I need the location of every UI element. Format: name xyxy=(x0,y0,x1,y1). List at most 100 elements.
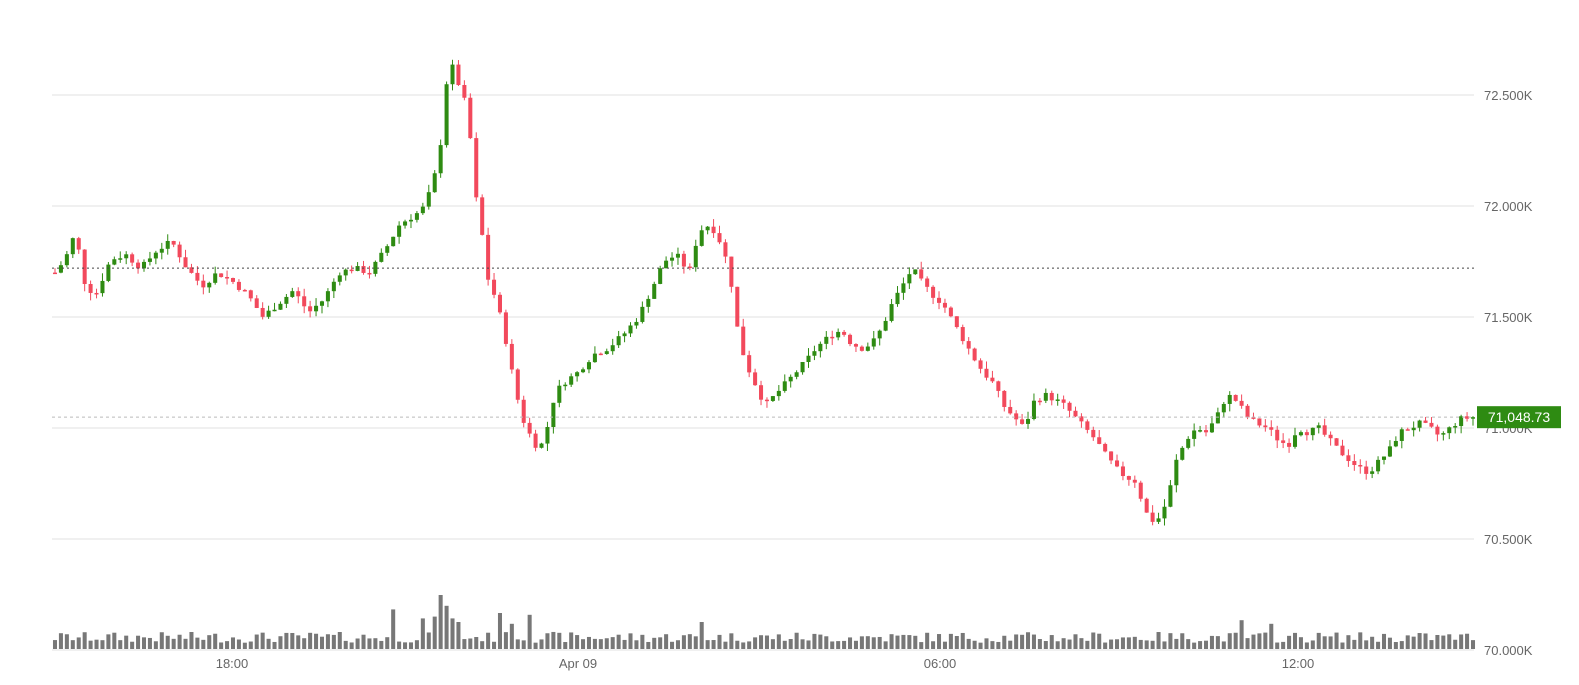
volume-bar xyxy=(1162,641,1167,649)
volume-bar xyxy=(1447,634,1452,649)
volume-bar xyxy=(130,641,135,649)
volume-bar xyxy=(438,595,443,649)
candle-body xyxy=(254,298,259,308)
candle-body xyxy=(1150,512,1155,522)
volume-bar xyxy=(177,634,182,649)
volume-bar xyxy=(1002,635,1007,649)
candle-body xyxy=(159,248,164,253)
volume-bar xyxy=(432,616,437,649)
candle-body xyxy=(1014,413,1019,420)
candle-body xyxy=(1269,427,1274,430)
candle-body xyxy=(1067,402,1072,411)
candle-body xyxy=(545,427,550,444)
volume-bar xyxy=(1287,635,1292,649)
candle-body xyxy=(319,301,325,306)
candle-body xyxy=(414,213,419,220)
volume-bar xyxy=(1263,632,1268,649)
candle-body xyxy=(521,399,526,423)
volume-bar xyxy=(1399,641,1404,649)
volume-bar xyxy=(1275,642,1280,649)
volume-bar xyxy=(1316,632,1321,649)
volume-bar xyxy=(462,639,467,649)
volume-bar xyxy=(509,623,514,649)
candle-body xyxy=(456,64,461,85)
candle-body xyxy=(972,348,977,361)
volume-bar xyxy=(830,641,835,649)
candle-body xyxy=(759,385,764,400)
candle-body xyxy=(931,286,936,298)
candle-body xyxy=(1275,429,1280,441)
volume-bar xyxy=(230,637,236,649)
volume-bar xyxy=(1387,637,1392,649)
candle-body xyxy=(432,173,437,193)
volume-bar xyxy=(1376,641,1381,649)
candle-body xyxy=(1026,418,1031,424)
candle-body xyxy=(1465,416,1470,419)
volume-bar xyxy=(527,614,532,649)
volume-bar xyxy=(82,632,87,649)
volume-bar xyxy=(931,641,936,649)
candle-body xyxy=(1399,429,1404,441)
volume-bar xyxy=(848,637,853,649)
volume-bar xyxy=(711,640,716,649)
volume-bar xyxy=(468,638,473,649)
volume-bar xyxy=(569,632,574,649)
candle-body xyxy=(693,245,698,268)
volume-bar xyxy=(1334,632,1339,649)
candle-body xyxy=(1245,405,1250,418)
candle-body xyxy=(124,254,129,259)
volume-bar xyxy=(942,641,947,649)
candle-body xyxy=(64,254,69,266)
candle-body xyxy=(919,269,924,279)
y-tick-label: 72.500K xyxy=(1484,88,1533,103)
candle-body xyxy=(1376,459,1381,472)
candle-body xyxy=(984,368,989,378)
x-axis: 18:00 Apr 09 06:00 12:00 xyxy=(216,656,1315,671)
candle-body xyxy=(420,206,425,214)
volume-bar xyxy=(1014,634,1019,649)
candle-body xyxy=(782,381,787,391)
candle-body xyxy=(1002,390,1007,407)
volume-bar xyxy=(717,634,722,649)
candle-body xyxy=(1239,400,1244,406)
candle-body xyxy=(1423,420,1428,423)
volume-bar xyxy=(1114,639,1120,649)
volume-bar xyxy=(1168,633,1173,649)
volume-bar xyxy=(658,637,663,649)
candle-body xyxy=(438,145,443,174)
volume-bar xyxy=(919,642,924,649)
volume-bar xyxy=(112,632,117,649)
candle-body xyxy=(343,269,348,276)
candle-body xyxy=(604,351,609,354)
candle-body xyxy=(52,272,58,275)
volume-bar xyxy=(100,640,105,649)
candle-body xyxy=(88,284,93,293)
volume-bar xyxy=(254,634,259,649)
volume-bar xyxy=(1073,634,1078,649)
candle-body xyxy=(1358,465,1363,467)
candle-body xyxy=(954,316,959,328)
candle-body xyxy=(112,259,117,265)
volume-bar xyxy=(1251,634,1256,649)
candle-body xyxy=(1109,451,1114,461)
candle-body xyxy=(391,236,396,247)
volume-bar xyxy=(403,642,408,649)
volume-bar xyxy=(325,634,330,649)
volume-bar xyxy=(1411,636,1416,649)
candle-body xyxy=(474,138,479,198)
candle-body xyxy=(812,351,817,356)
volume-bar xyxy=(106,634,111,649)
candle-body xyxy=(788,376,793,382)
candle-body xyxy=(1192,430,1197,439)
candle-body xyxy=(925,278,930,287)
volume-bar xyxy=(480,641,485,649)
candle-body xyxy=(1328,434,1333,439)
candle-body xyxy=(895,292,900,305)
volume-bar xyxy=(408,642,414,649)
volume-bar xyxy=(1043,641,1048,649)
volume-bar xyxy=(189,632,194,649)
volume-bar xyxy=(492,641,497,649)
volume-bar xyxy=(1298,637,1303,649)
candle-body xyxy=(551,402,556,428)
volume-bar xyxy=(545,633,550,649)
